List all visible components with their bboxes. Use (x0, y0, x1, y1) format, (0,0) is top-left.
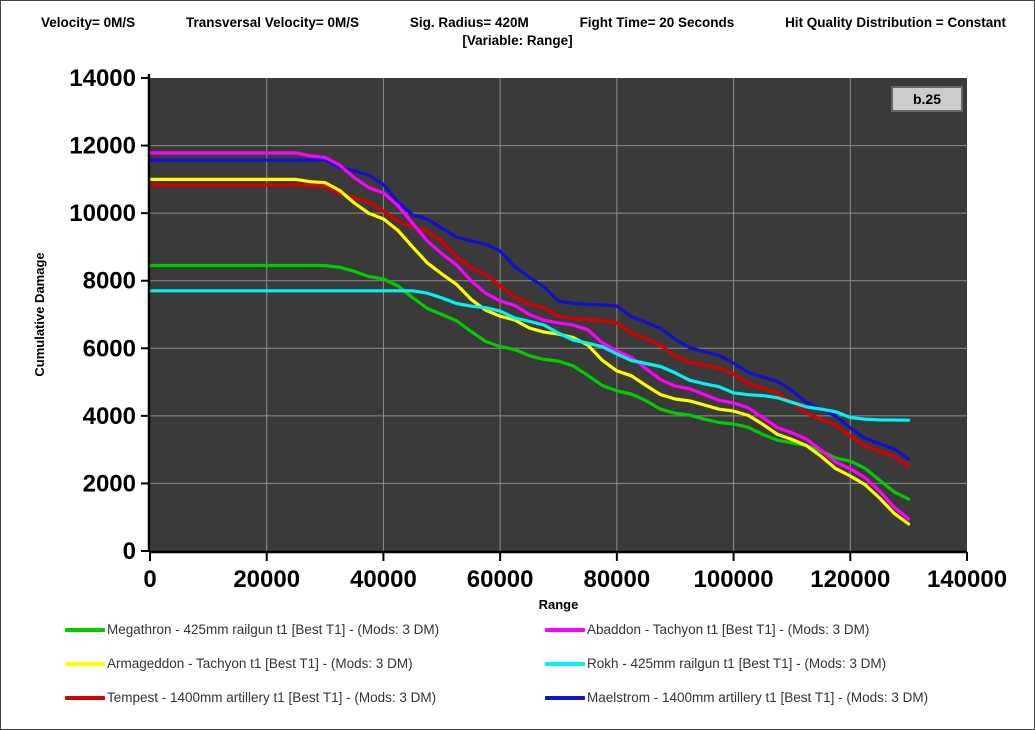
x-tick-label: 140000 (927, 566, 1007, 593)
legend-label-megathron: Megathron - 425mm railgun t1 [Best T1] -… (107, 622, 440, 637)
legend-item-rokh: Rokh - 425mm railgun t1 [Best T1] - (Mod… (545, 653, 1025, 674)
y-tick-label: 6000 (83, 335, 136, 362)
legend-label-maelstrom: Maelstrom - 1400mm artillery t1 [Best T1… (587, 690, 929, 705)
series-line-maelstrom (148, 158, 911, 461)
legend-label-abaddon: Abaddon - Tachyon t1 [Best T1] - (Mods: … (587, 622, 870, 637)
version-badge-label: b.25 (913, 91, 941, 107)
y-tick-label: 4000 (83, 403, 136, 430)
param-transversal-velocity: Transversal Velocity= 0M/S (186, 15, 359, 30)
y-tick-label: 0 (123, 538, 136, 565)
legend-item-maelstrom: Maelstrom - 1400mm artillery t1 [Best T1… (545, 687, 1025, 708)
series-line-megathron (148, 263, 911, 501)
y-tick-label: 2000 (83, 470, 136, 497)
x-tick-label: 60000 (467, 566, 534, 593)
version-badge-box (891, 86, 963, 112)
param-hit-quality: Hit Quality Distribution = Constant (785, 15, 1006, 30)
series-line-rokh (148, 289, 911, 422)
param-velocity: Velocity= 0M/S (41, 15, 136, 30)
param-sig-radius: Sig. Radius= 420M (409, 15, 529, 30)
legend-item-armageddon: Armageddon - Tachyon t1 [Best T1] - (Mod… (65, 653, 545, 674)
legend-label-armageddon: Armageddon - Tachyon t1 [Best T1] - (Mod… (107, 656, 413, 671)
legend-label-tempest: Tempest - 1400mm artillery t1 [Best T1] … (107, 690, 437, 705)
x-tick-label: 40000 (350, 566, 417, 593)
y-tick-label: 8000 (83, 268, 136, 295)
legend-swatch-tempest (65, 695, 105, 700)
series-line-abaddon (148, 151, 911, 521)
legend-item-tempest: Tempest - 1400mm artillery t1 [Best T1] … (65, 687, 545, 708)
legend-swatch-armageddon (65, 661, 105, 666)
legend-swatch-abaddon (545, 627, 585, 632)
legend-swatch-maelstrom (545, 695, 585, 700)
legend-swatch-megathron (65, 627, 105, 632)
legend-item-abaddon: Abaddon - Tachyon t1 [Best T1] - (Mods: … (545, 619, 1025, 640)
legend-label-rokh: Rokh - 425mm railgun t1 [Best T1] - (Mod… (587, 656, 887, 671)
variable-label: [Variable: Range] (462, 33, 573, 48)
chart-header: Velocity= 0M/S Transversal Velocity= 0M/… (1, 15, 1034, 48)
simulation-parameters: Velocity= 0M/S Transversal Velocity= 0M/… (1, 15, 1034, 30)
y-tick-label: 12000 (69, 133, 136, 160)
chart-legend: Megathron - 425mm railgun t1 [Best T1] -… (1, 619, 1034, 708)
legend-item-megathron: Megathron - 425mm railgun t1 [Best T1] -… (65, 619, 545, 640)
x-tick-label: 0 (143, 566, 156, 593)
x-tick-label: 80000 (583, 566, 650, 593)
x-tick-label: 120000 (810, 566, 890, 593)
y-tick-label: 10000 (69, 200, 136, 227)
x-axis-title: Range (539, 597, 579, 612)
legend-swatch-rokh (545, 661, 585, 666)
x-tick-label: 20000 (233, 566, 300, 593)
y-tick-label: 14000 (69, 65, 136, 92)
x-tick-label: 100000 (694, 566, 774, 593)
y-axis-title: Cumulative Damage (32, 252, 47, 376)
param-fight-time: Fight Time= 20 Seconds (579, 15, 735, 30)
